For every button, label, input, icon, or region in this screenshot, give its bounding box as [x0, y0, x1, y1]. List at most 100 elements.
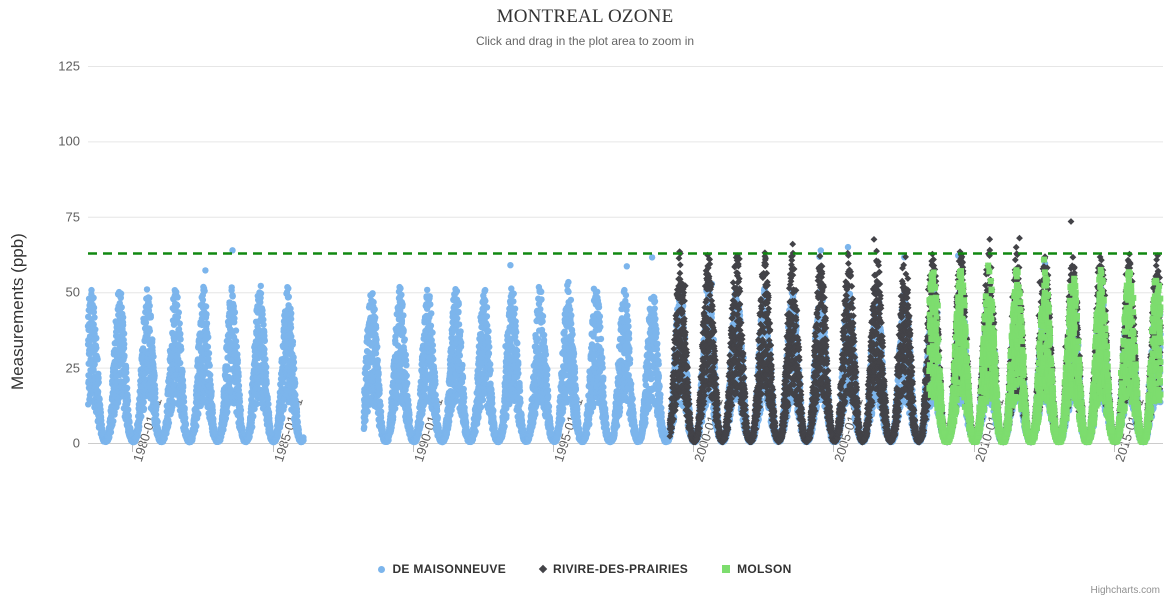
data-point	[503, 412, 510, 419]
data-point	[119, 314, 127, 321]
data-point	[119, 321, 127, 329]
data-point	[233, 343, 240, 350]
data-point	[90, 294, 97, 301]
data-point	[279, 414, 286, 421]
data-point	[224, 408, 231, 416]
data-point	[206, 362, 213, 369]
data-point	[146, 327, 153, 335]
data-point	[154, 418, 161, 425]
data-point	[177, 330, 184, 337]
data-point	[96, 395, 103, 403]
data-point	[202, 303, 210, 310]
data-point	[406, 417, 414, 424]
data-point	[195, 411, 202, 418]
data-point	[454, 315, 461, 322]
data-point	[289, 338, 297, 345]
data-point	[94, 356, 101, 363]
data-point	[202, 267, 209, 274]
data-point	[261, 337, 268, 345]
y-axis-tick-label: 75	[40, 209, 80, 224]
data-point	[513, 328, 520, 336]
data-point	[182, 420, 190, 428]
data-point	[473, 420, 481, 427]
data-point	[207, 381, 214, 388]
data-point	[510, 298, 517, 305]
data-point	[487, 367, 494, 374]
data-point	[485, 350, 493, 357]
data-point	[93, 344, 100, 352]
data-point	[231, 309, 239, 316]
data-point	[165, 419, 173, 427]
data-point	[151, 372, 158, 379]
data-point	[261, 346, 268, 353]
data-point	[375, 371, 382, 378]
data-point	[432, 391, 439, 399]
data-point	[514, 352, 521, 359]
data-point	[118, 304, 125, 311]
data-point	[107, 429, 115, 436]
data-point	[538, 288, 545, 295]
data-point	[150, 353, 157, 360]
data-point	[177, 359, 184, 367]
data-point	[430, 355, 437, 363]
data-point	[285, 293, 292, 300]
data-point	[507, 262, 514, 269]
data-point	[428, 310, 435, 317]
data-point	[93, 334, 100, 342]
data-point	[377, 402, 384, 409]
data-point	[479, 396, 487, 404]
data-point	[483, 313, 491, 320]
data-point	[97, 409, 105, 416]
data-point	[292, 380, 299, 387]
data-point	[453, 288, 461, 295]
data-point	[92, 326, 99, 333]
data-point	[472, 428, 479, 435]
data-point	[234, 357, 241, 364]
data-point	[123, 369, 130, 376]
data-point	[121, 340, 128, 348]
data-point	[174, 294, 181, 301]
data-point	[257, 290, 265, 297]
data-point	[369, 290, 376, 297]
data-point	[123, 384, 131, 392]
data-point	[486, 343, 493, 351]
data-point	[126, 419, 133, 426]
chart-subtitle: Click and drag in the plot area to zoom …	[0, 34, 1170, 48]
data-point	[532, 411, 539, 418]
data-point	[120, 330, 128, 337]
data-point	[424, 286, 431, 294]
chart-title: MONTREAL OZONE	[0, 6, 1170, 28]
data-point	[402, 351, 409, 358]
data-point	[250, 413, 257, 420]
data-point	[377, 408, 385, 415]
data-point	[398, 317, 406, 325]
data-point	[483, 304, 491, 311]
data-point	[461, 404, 468, 411]
data-point	[232, 338, 240, 345]
data-point	[484, 322, 491, 329]
data-point	[231, 315, 238, 322]
data-point	[517, 399, 524, 406]
data-point	[515, 370, 522, 377]
data-point	[176, 320, 183, 327]
data-point	[180, 398, 188, 405]
data-point	[364, 408, 371, 415]
data-point	[485, 327, 492, 335]
data-point	[123, 376, 130, 383]
data-point	[400, 312, 407, 319]
data-point	[140, 398, 147, 406]
data-point	[138, 413, 145, 420]
data-point	[143, 286, 151, 293]
data-point	[398, 291, 405, 298]
data-point	[512, 318, 519, 325]
data-point	[371, 306, 378, 313]
data-point	[174, 302, 181, 309]
data-point	[455, 308, 462, 315]
data-point	[136, 423, 143, 430]
data-point	[434, 414, 441, 421]
data-point	[461, 394, 468, 401]
data-point	[293, 401, 300, 408]
data-point	[372, 314, 379, 321]
